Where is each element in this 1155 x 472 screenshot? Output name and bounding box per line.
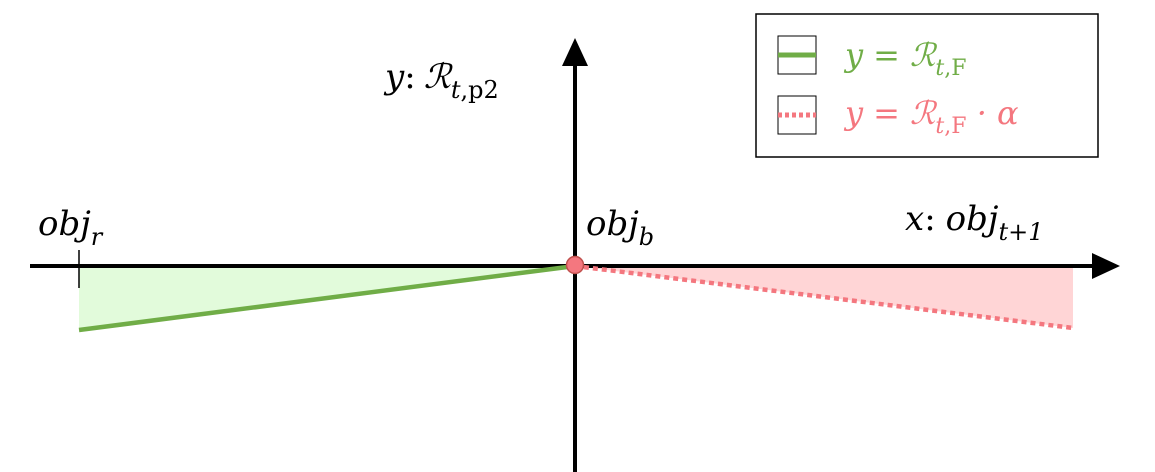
x-colon: : [924,199,935,239]
y-var: y [383,57,405,97]
y-sub-upright: p2 [468,76,499,104]
green-line [78,263,576,333]
obj-r-sub: r [91,223,104,251]
legend: y = ℛt,F y = ℛt,F · α [755,13,1099,158]
obj-b-sub: b [639,223,654,251]
y-symbol: ℛ [424,57,454,97]
red-region [575,266,1073,328]
obj-b-label: objb [586,204,654,251]
red-dotted-line [574,263,1074,331]
obj-b-base: obj [586,204,639,244]
legend-swatch-red [777,95,817,135]
obj-r-label: objr [38,204,104,251]
x-var: x [905,199,924,239]
x-sub: t+1 [998,218,1043,246]
obj-r-base: obj [38,204,91,244]
y-sub-italic: t [451,76,461,104]
origin-point [565,255,585,275]
y-axis-label: y: ℛt,p2 [383,57,499,104]
legend-entry-green: y = ℛt,F [843,36,967,81]
x-axis-label: x: objt+1 [905,199,1043,246]
y-axis-arrowhead [562,38,588,66]
x-base: obj [946,199,999,239]
y-sub-comma: , [460,76,468,104]
x-axis-arrowhead [1092,253,1120,279]
y-colon: : [404,57,415,97]
legend-entry-red: y = ℛt,F · α [843,94,1019,139]
